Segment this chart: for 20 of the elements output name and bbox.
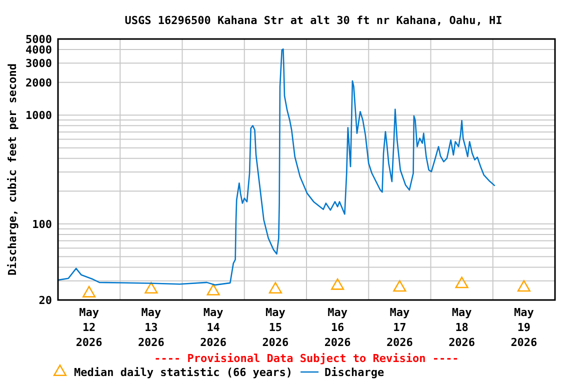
y-tick-label: 2000 xyxy=(26,76,52,90)
y-axis-title: Discharge, cubic feet per second xyxy=(6,64,19,276)
chart-title: USGS 16296500 Kahana Str at alt 30 ft nr Kahana, Oahu, HI xyxy=(124,14,502,27)
x-tick-label: May 17 2026 xyxy=(386,306,414,349)
legend-label: Discharge xyxy=(324,366,385,379)
legend-label: Median daily statistic (66 years) xyxy=(74,366,293,379)
x-tick-label: May 14 2026 xyxy=(200,306,227,349)
x-tick-label: May 13 2026 xyxy=(138,306,165,349)
y-tick-label: 5000 xyxy=(26,33,52,46)
y-tick-label: 4000 xyxy=(26,44,52,57)
y-tick-label: 1000 xyxy=(26,109,52,122)
y-tick-label: 3000 xyxy=(26,57,52,70)
y-tick-label: 100 xyxy=(32,218,52,231)
y-tick-label: 20 xyxy=(38,294,52,307)
x-tick-label: May 19 2026 xyxy=(510,306,538,349)
x-tick-label: May 15 2026 xyxy=(262,306,290,349)
x-tick-label: May 16 2026 xyxy=(324,306,352,349)
x-tick-label: May 18 2026 xyxy=(448,306,476,349)
x-tick-label: May 12 2026 xyxy=(76,306,103,349)
text: ---- Provisional Data Subject to Revision ---- xyxy=(154,352,459,365)
